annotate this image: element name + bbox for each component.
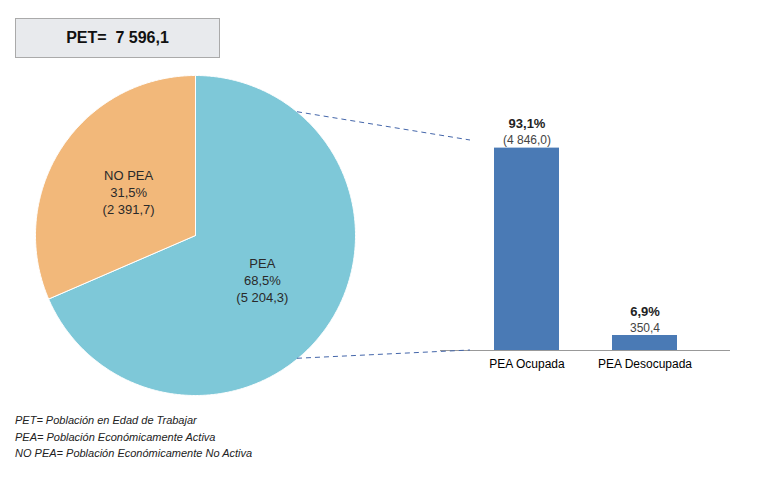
html-text:PET= 7 596,1: PET= 7 596,1 [66,29,169,46]
html-text:NO PEA= Población Económicamen: NO PEA= Población Económicamente No Acti… [15,447,253,459]
svg-text:PEA68,5%(5 204,3): PEA68,5%(5 204,3) [236,256,288,305]
svg-text:PEA Desocupada: PEA Desocupada [598,357,692,371]
svg-text:6,9%: 6,9% [630,304,660,319]
svg-text:PEA Ocupada: PEA Ocupada [489,357,565,371]
svg-text:93,1%: 93,1% [509,116,546,131]
html-text:PEA= Población Económicamente: PEA= Población Económicamente Activa [15,430,216,443]
svg-text:350,4: 350,4 [630,321,660,335]
svg-text:(4 846,0): (4 846,0) [503,133,551,147]
html-text:PET= Población en Edad de Trab: PET= Población en Edad de Trabajar [15,414,197,426]
svg-text:NO PEA31,5%(2 391,7): NO PEA31,5%(2 391,7) [103,168,155,217]
